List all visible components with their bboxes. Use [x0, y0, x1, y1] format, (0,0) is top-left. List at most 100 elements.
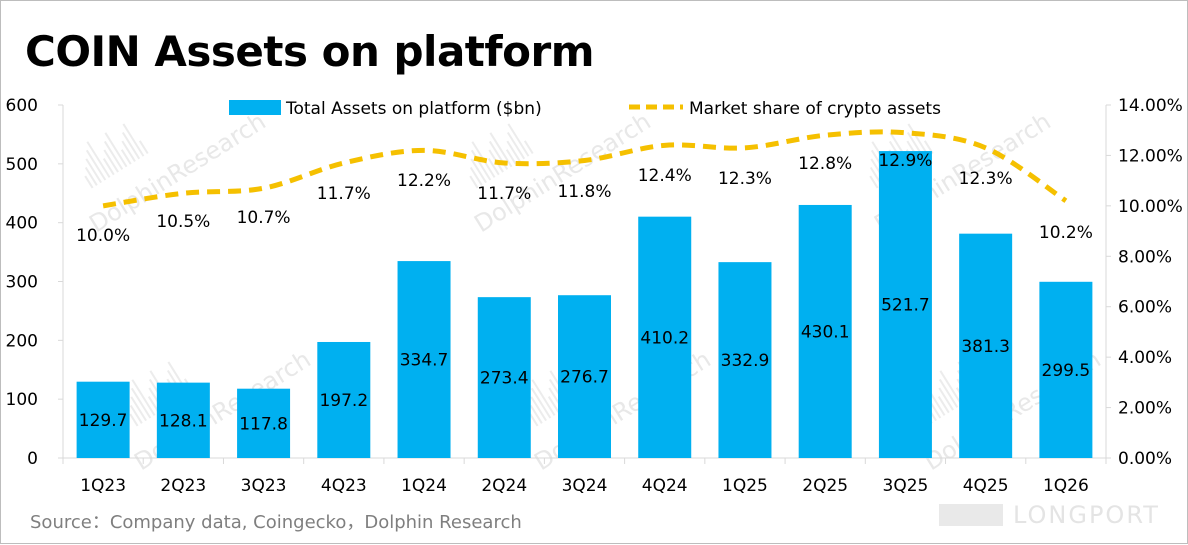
- watermark-bar: [938, 378, 959, 408]
- bar: [237, 388, 291, 458]
- line-value-label: 12.2%: [397, 171, 451, 191]
- y-left-tick-label: 400: [6, 214, 38, 234]
- source-note: Source：Company data, Coingecko，Dolphin R…: [30, 512, 522, 533]
- watermark-bar: [147, 396, 160, 414]
- y-left-tick-label: 300: [6, 273, 38, 293]
- watermark-bar: [131, 379, 156, 416]
- watermark-bar: [529, 404, 543, 424]
- line-value-label: 11.8%: [557, 182, 611, 202]
- bar-value-label: 197.2: [319, 391, 368, 411]
- bar: [477, 297, 531, 458]
- y-left-tick-label: 100: [6, 390, 38, 410]
- bar-value-label: 128.1: [159, 411, 208, 431]
- watermark-bar: [523, 140, 534, 155]
- bar-value-label: 410.2: [640, 328, 689, 348]
- bar-value-label: 273.4: [480, 369, 529, 389]
- y-left-tick-label: 500: [6, 155, 38, 175]
- y-right-tick-label: 14.00%: [1118, 96, 1183, 116]
- line-value-label: 12.4%: [638, 166, 692, 186]
- market-share-line: [102, 129, 1068, 209]
- watermark-bar: [469, 166, 483, 186]
- watermark-bar: [531, 379, 556, 416]
- legend-bar-label: Total Assets on platform ($bn): [285, 99, 542, 119]
- x-tick-label: 1Q24: [401, 476, 447, 496]
- y-right-tick-label: 12.00%: [1118, 146, 1183, 166]
- watermark-bar: [85, 149, 107, 181]
- watermark-bar: [939, 370, 963, 406]
- x-tick-label: 3Q23: [241, 476, 287, 496]
- bar-value-label: 332.9: [721, 351, 770, 371]
- axes-layer: 0 100 200 300 400 500 600 0.00% 2.00% 4.00% 6.00% 8…: [6, 96, 1183, 496]
- watermark-bar: [85, 158, 102, 184]
- watermark-bar: [530, 396, 547, 422]
- line-value-label: 11.7%: [317, 184, 371, 204]
- bar-value-label: 381.3: [961, 337, 1010, 357]
- bar: [156, 382, 210, 458]
- watermark-bar: [129, 413, 139, 427]
- y-right-tick-label: 10.00%: [1118, 197, 1183, 217]
- x-tick-label: 3Q24: [562, 476, 608, 496]
- bar-value-label: 430.1: [801, 322, 850, 342]
- watermark-bar: [130, 396, 147, 422]
- y-right-tick-label: 8.00%: [1118, 247, 1172, 267]
- bar: [317, 341, 371, 458]
- legend: Total Assets on platform ($bn) Market sha…: [229, 99, 941, 119]
- bar: [1039, 281, 1093, 458]
- brand-watermark: LONGPORT: [939, 501, 1160, 529]
- bar: [76, 381, 130, 458]
- watermark-bar: [84, 166, 98, 186]
- watermark-bar: [102, 158, 115, 176]
- x-tick-label: 4Q24: [642, 476, 688, 496]
- legend-line-label: Market share of crypto assets: [689, 99, 941, 119]
- watermark-bar: [938, 387, 954, 411]
- bar: [798, 204, 852, 458]
- watermark-bar: [103, 149, 119, 173]
- line-value-label: 12.3%: [718, 169, 772, 189]
- bar: [558, 295, 611, 458]
- y-left-tick-label: 200: [6, 331, 38, 351]
- line-value-label: 10.2%: [1039, 223, 1093, 243]
- watermark-bar: [505, 149, 517, 165]
- legend-item-bar: Total Assets on platform ($bn): [229, 99, 542, 119]
- watermark-bar: [487, 158, 500, 176]
- watermark-bar: [470, 158, 487, 184]
- x-tick-label: 2Q25: [802, 476, 848, 496]
- watermark-bar: [86, 141, 111, 178]
- x-tick-label: 2Q24: [481, 476, 527, 496]
- line-value-label: 12.9%: [878, 151, 932, 171]
- watermark-bar: [104, 132, 128, 168]
- line-layer: [102, 129, 1068, 209]
- line-value-label: 10.0%: [76, 226, 130, 246]
- watermark-bar: [507, 123, 530, 157]
- x-tick-label: 1Q23: [80, 476, 126, 496]
- legend-item-line: Market share of crypto assets: [629, 99, 941, 119]
- x-tick-label: 1Q26: [1043, 476, 1089, 496]
- bar: [959, 233, 1013, 458]
- watermark-bar: [121, 140, 136, 162]
- brand-watermark-text: LONGPORT: [1013, 501, 1160, 529]
- bar: [878, 151, 932, 458]
- bar: [397, 261, 451, 458]
- bars-layer: [76, 151, 1093, 458]
- watermark-bar: [489, 132, 513, 168]
- watermark-bar: [469, 175, 479, 189]
- bar: [718, 262, 772, 458]
- line-value-label: 12.8%: [798, 154, 852, 174]
- bar-value-label: 334.7: [400, 351, 449, 371]
- legend-bar-swatch: [229, 100, 281, 115]
- x-tick-label: 4Q23: [321, 476, 367, 496]
- y-right-tick-label: 4.00%: [1118, 348, 1172, 368]
- line-value-label: 10.7%: [237, 208, 291, 228]
- x-tick-label: 2Q23: [160, 476, 206, 496]
- chart-title: COIN Assets on platform: [25, 27, 594, 76]
- watermark-bar: [130, 387, 152, 419]
- bar-value-label: 129.7: [79, 411, 128, 431]
- watermark-bar: [529, 413, 539, 427]
- watermark-bar: [122, 123, 145, 157]
- x-tick-label: 3Q25: [883, 476, 929, 496]
- brand-logo-icon: [939, 504, 1003, 526]
- bar: [638, 216, 692, 458]
- watermark-bar: [869, 175, 879, 189]
